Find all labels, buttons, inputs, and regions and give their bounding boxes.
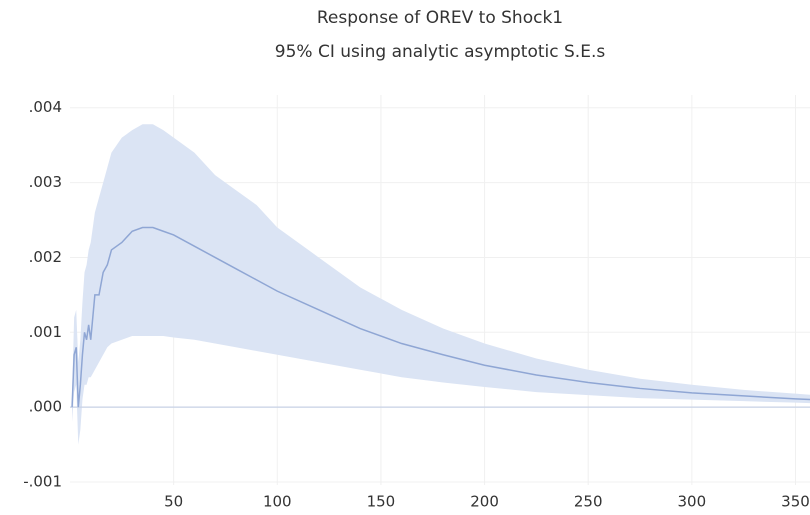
x-tick-label: 50 [164, 493, 183, 511]
y-tick-label: .000 [29, 398, 62, 416]
chart-title: Response of OREV to Shock1 [317, 8, 563, 28]
y-tick-label: -.001 [23, 473, 62, 491]
response-line [71, 226, 810, 408]
x-tick-label: 150 [367, 493, 396, 511]
y-tick-label: .001 [29, 323, 62, 341]
x-tick-label: 100 [263, 493, 292, 511]
x-tick-label: 250 [574, 493, 603, 511]
y-tick-label: .004 [29, 98, 62, 116]
x-tick-label: 350 [781, 493, 810, 511]
y-tick-label: .002 [29, 248, 62, 266]
y-tick-label: .003 [29, 173, 62, 191]
confidence-band [72, 124, 810, 445]
x-tick-label: 200 [470, 493, 499, 511]
x-tick-label: 300 [678, 493, 707, 511]
chart-subtitle: 95% CI using analytic asymptotic S.E.s [275, 42, 606, 62]
